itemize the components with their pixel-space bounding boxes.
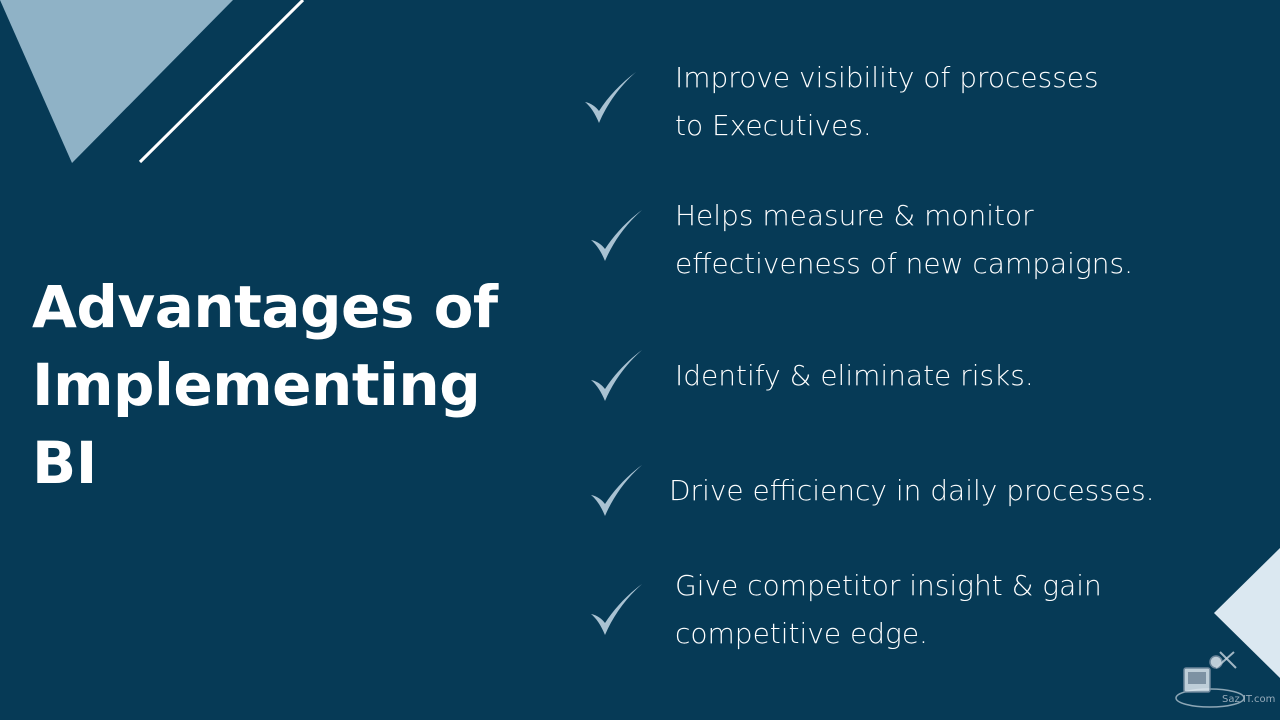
bullet-text-1: Improve visibility of processes to Execu… bbox=[675, 61, 1099, 142]
title-line-1: Advantages of bbox=[32, 273, 498, 341]
bullet-text-2: Helps measure & monitor effectiveness of… bbox=[675, 199, 1133, 280]
check-icon bbox=[591, 210, 642, 261]
bullet-text-4: Drive efficiency in daily processes. bbox=[669, 474, 1155, 507]
bullet-item-5: Give competitor insight & gain competiti… bbox=[580, 562, 1240, 662]
check-icon bbox=[591, 465, 642, 516]
bottom-right-triangle bbox=[1214, 548, 1280, 678]
diagonal-line bbox=[138, 0, 305, 164]
title-line-3: BI bbox=[32, 429, 97, 497]
bullet-item-1: Improve visibility of processes to Execu… bbox=[580, 54, 1240, 154]
logo-icon bbox=[1175, 651, 1245, 708]
bullet-text-5: Give competitor insight & gain competiti… bbox=[675, 569, 1102, 650]
top-left-triangle bbox=[0, 0, 233, 163]
bullet-item-3: Identify & eliminate risks. bbox=[580, 340, 1240, 410]
bullet-item-2: Helps measure & monitor effectiveness of… bbox=[580, 192, 1240, 292]
slide-title: Advantages of Implementing BI bbox=[32, 268, 532, 502]
bullet-text-3: Identify & eliminate risks. bbox=[675, 359, 1034, 392]
check-icon bbox=[585, 72, 636, 123]
watermark-text: Saz IT.com bbox=[1222, 694, 1276, 705]
check-icon bbox=[591, 584, 642, 635]
title-line-2: Implementing bbox=[32, 351, 481, 419]
check-icon bbox=[591, 350, 642, 401]
bullet-item-4: Drive efficiency in daily processes. bbox=[580, 455, 1240, 525]
